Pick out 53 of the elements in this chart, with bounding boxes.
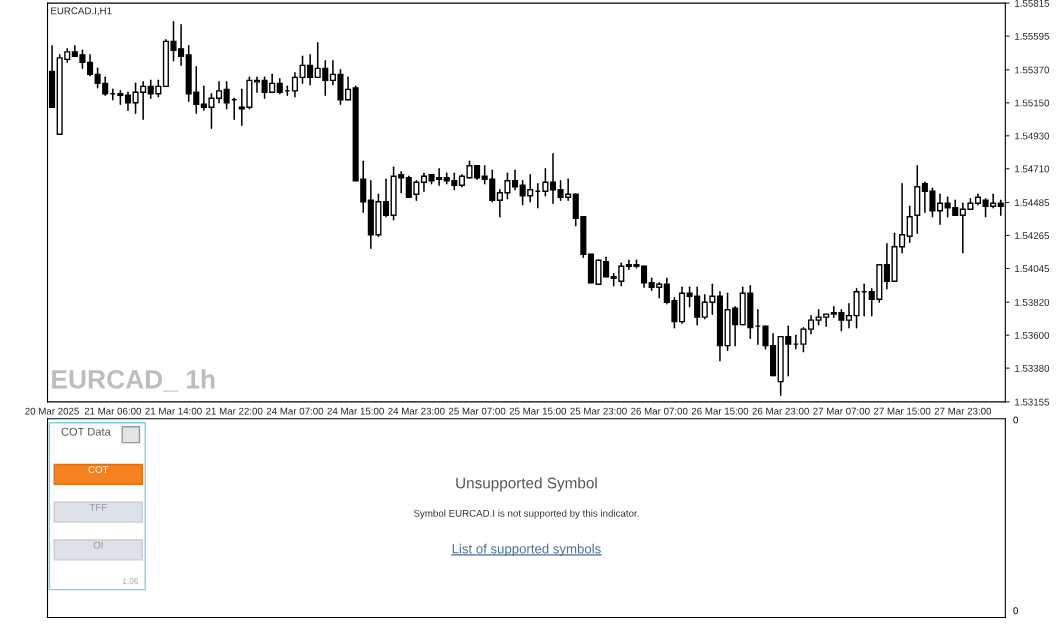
x-tick-label: 27 Mar 15:00: [873, 407, 931, 415]
x-tick-label: 25 Mar 15:00: [509, 407, 567, 415]
y-tick-label: 1.53155: [1015, 398, 1050, 406]
candlestick: [542, 168, 549, 197]
x-tick-label: 27 Mar 23:00: [934, 407, 992, 415]
x-tick-label: 27 Mar 07:00: [813, 407, 870, 415]
text: Unsupported Symbol: [456, 477, 597, 492]
text: COT: [88, 466, 109, 474]
text: 1.06: [122, 578, 139, 584]
text: OI: [93, 541, 103, 549]
x-tick-label: 21 Mar 22:00: [206, 407, 263, 415]
y-tick-label: 1.54930: [1015, 132, 1050, 140]
y-tick-label: 1.55150: [1015, 99, 1050, 107]
y-tick-label: 1.53820: [1015, 298, 1050, 306]
candlestick: [215, 81, 223, 104]
x-tick-label: 25 Mar 07:00: [448, 407, 506, 415]
y-tick-label: 1.54710: [1015, 165, 1050, 173]
candlestick: [906, 205, 913, 243]
x-tick-label: 20 Mar 2025: [25, 407, 79, 415]
text: 0: [1013, 416, 1018, 424]
y-tick-label: 1.55815: [1015, 0, 1050, 7]
x-tick-label: 21 Mar 06:00: [84, 407, 142, 415]
x-tick-label: 26 Mar 15:00: [691, 407, 749, 415]
text: List of supported symbols: [452, 543, 601, 557]
x-tick-label: 24 Mar 15:00: [327, 407, 384, 415]
candlestick: [382, 178, 390, 218]
y-tick-label: 1.54485: [1015, 199, 1050, 207]
y-tick-label: 1.53600: [1015, 331, 1050, 339]
text: COT Data: [61, 427, 111, 436]
x-tick-label: 24 Mar 07:00: [266, 407, 324, 415]
text: 0: [1013, 607, 1018, 615]
candlestick: [845, 302, 853, 329]
annotation: EURCAD_ 1h: [52, 369, 215, 392]
y-tick-label: 1.54045: [1015, 265, 1050, 273]
candlestick: [86, 54, 94, 77]
candlestick: [511, 169, 519, 191]
y-tick-label: 1.54265: [1015, 232, 1050, 240]
candlestick: [253, 76, 261, 94]
candlestick: [549, 153, 557, 205]
y-tick-label: 1.55370: [1015, 66, 1050, 74]
chart-title: EURCAD.I,H1: [51, 7, 112, 16]
x-tick-label: 26 Mar 07:00: [631, 407, 688, 415]
candlestick: [800, 326, 807, 353]
y-tick-label: 1.55595: [1015, 32, 1050, 40]
candlestick: [853, 287, 860, 329]
candlestick: [223, 81, 230, 110]
x-tick-label: 21 Mar 14:00: [145, 407, 202, 415]
y-tick-label: 1.53380: [1015, 364, 1050, 372]
text: TFF: [89, 504, 107, 511]
x-tick-label: 25 Mar 23:00: [570, 407, 627, 415]
text: Symbol EURCAD.I is not supported by this indicator.: [413, 509, 639, 519]
x-tick-label: 24 Mar 23:00: [388, 407, 445, 415]
x-tick-label: 26 Mar 23:00: [752, 407, 809, 415]
